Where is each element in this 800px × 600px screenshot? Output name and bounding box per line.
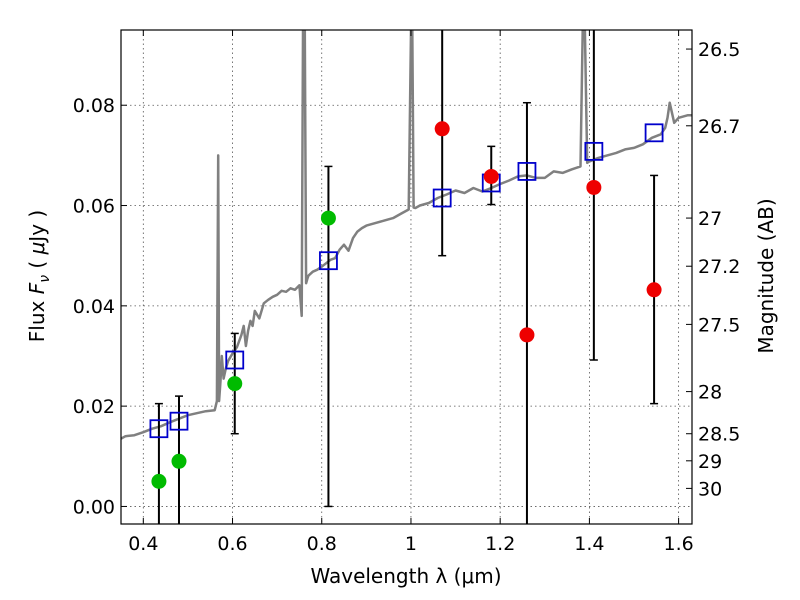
model-photometry-square <box>319 251 338 271</box>
x-tick-label: 1.4 <box>574 533 604 555</box>
y2-tick-label: 27.5 <box>698 314 740 336</box>
observed-points <box>151 121 662 489</box>
model-photometry-square <box>169 411 189 431</box>
model-photometry-square <box>517 162 537 181</box>
model-photometry-square <box>432 188 452 208</box>
y-axis-title: Flux Fν ( μJy ) <box>25 210 53 342</box>
y-axis-title-symbol: μ <box>25 242 49 256</box>
grid-lines <box>121 30 692 524</box>
model-photometry-square <box>644 123 664 143</box>
nir-detection-point <box>519 327 535 343</box>
model-sed-curve <box>121 30 692 440</box>
x-axis-title: Wavelength λ (μm) <box>310 564 501 588</box>
y-axis-title-part: Flux <box>25 294 49 342</box>
sed-line <box>121 30 692 440</box>
optical-detection-point <box>320 210 336 226</box>
x-tick-label: 0.4 <box>128 533 158 555</box>
y2-tick-label: 27.2 <box>698 256 740 278</box>
y-tick-label: 0.04 <box>73 296 115 318</box>
y-axis-title-part: ( <box>25 254 49 275</box>
y2-tick-label: 28.5 <box>698 424 740 446</box>
y2-axis-title: Magnitude (AB) <box>754 198 778 353</box>
x-tick-label: 0.8 <box>307 533 337 555</box>
y-axis-title-part: Jy ) <box>25 210 49 244</box>
nir-detection-point <box>483 168 499 184</box>
optical-detection-point <box>151 473 167 489</box>
y-tick-label: 0.00 <box>73 496 115 518</box>
y-tick-label: 0.08 <box>73 95 115 117</box>
x-tick-label: 1.6 <box>664 533 694 555</box>
plot-frame <box>120 29 693 525</box>
y-axis-title-subscript: ν <box>37 275 53 283</box>
y-tick-label: 0.06 <box>73 196 115 218</box>
x-tick-label: 1.2 <box>485 533 515 555</box>
y2-tick-label: 29 <box>698 451 722 473</box>
y-tick-label: 0.02 <box>73 396 115 418</box>
optical-detection-point <box>227 376 243 392</box>
x-tick-label: 0.6 <box>217 533 247 555</box>
y2-tick-label: 26.5 <box>698 39 740 61</box>
y2-tick-label: 30 <box>698 478 722 500</box>
y2-tick-label: 28 <box>698 382 722 404</box>
axis-ticks: 0.4 0.6 0.8 1 1.2 1.4 1.6 0.00 0.02 0.04 0.06 0.08 2… <box>73 30 740 555</box>
nir-detection-point <box>434 121 450 137</box>
nir-detection-point <box>586 179 602 195</box>
x-tick-label: 1 <box>405 533 417 555</box>
y-axis-title-symbol: F <box>25 282 49 294</box>
model-photometry-square <box>225 350 245 370</box>
model-photometry-square <box>584 141 604 161</box>
optical-detection-point <box>171 453 187 469</box>
model-photometry-square <box>149 419 169 439</box>
y2-tick-label: 27 <box>698 208 722 230</box>
nir-detection-point <box>646 282 662 298</box>
error-bars <box>154 30 659 524</box>
y2-tick-label: 26.7 <box>698 116 740 138</box>
model-photometry-squares <box>149 123 664 439</box>
